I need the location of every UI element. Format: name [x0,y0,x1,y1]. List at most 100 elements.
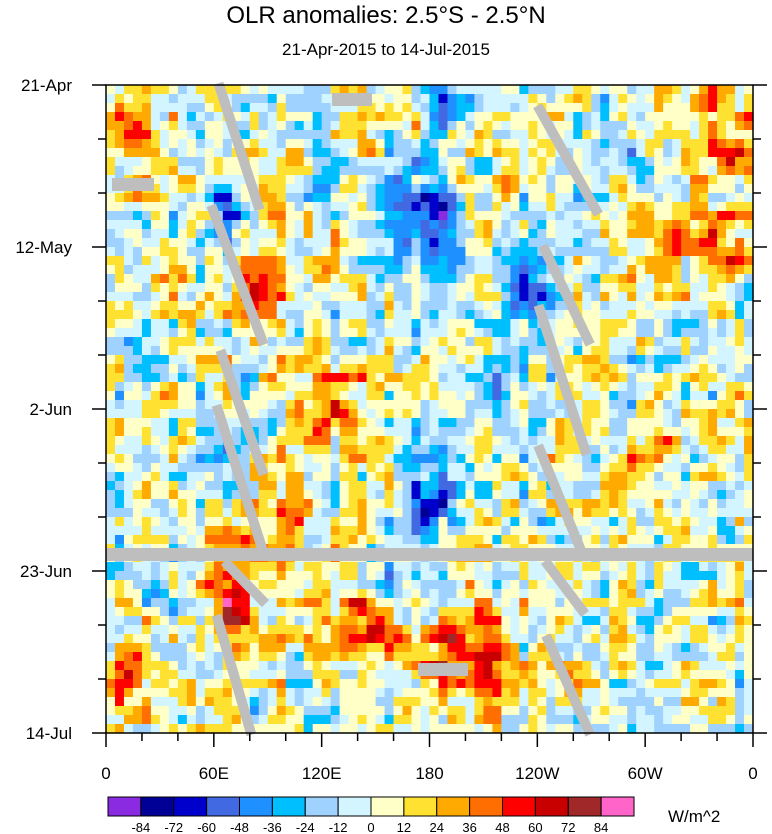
field-cell [303,454,314,464]
field-cell [267,256,278,266]
field-cell [537,499,547,509]
field-cell [402,508,413,518]
field-cell [267,526,278,536]
field-cell [222,517,233,527]
field-cell [411,175,422,185]
field-cell [357,292,368,302]
field-cell [744,571,754,581]
field-cell [204,517,215,527]
field-cell [258,490,269,500]
field-cell [672,355,682,365]
field-cell [429,598,440,608]
field-cell [168,571,179,581]
field-cell [330,463,341,473]
field-cell [672,499,682,509]
field-cell [321,562,332,572]
field-cell [177,706,188,716]
field-cell [240,652,251,662]
field-cell [348,364,359,374]
field-cell [195,580,206,590]
field-cell [249,373,260,383]
field-cell [231,283,242,293]
field-cell [348,607,359,617]
field-cell [600,616,610,626]
field-cell [384,679,395,689]
field-cell [582,130,592,140]
field-cell [321,688,332,698]
field-cell [465,346,476,356]
field-cell [600,211,610,221]
field-cell [204,679,215,689]
field-cell [204,436,215,446]
field-cell [276,445,287,455]
field-cell [699,409,709,419]
field-cell [654,157,664,167]
field-cell [681,121,691,131]
field-cell [393,562,404,572]
field-cell [123,562,134,572]
field-cell [609,409,619,419]
field-cell [141,337,152,347]
field-cell [672,292,682,302]
field-cell [492,598,502,608]
field-cell [501,661,511,671]
field-cell [330,526,341,536]
field-cell [627,157,637,167]
field-cell [168,292,179,302]
field-cell [456,328,467,338]
field-cell [618,211,628,221]
field-cell [267,328,278,338]
field-cell [591,445,601,455]
field-cell [123,229,134,239]
field-cell [744,391,754,401]
field-cell [708,382,718,392]
field-cell [483,184,494,194]
field-cell [195,193,206,203]
field-cell [294,211,305,221]
field-cell [474,202,485,212]
field-cell [555,94,565,104]
field-cell [213,481,224,491]
field-cell [438,364,449,374]
field-cell [429,265,440,275]
field-cell [402,319,413,329]
field-cell [303,634,314,644]
field-cell [510,607,520,617]
field-cell [465,337,476,347]
field-cell [141,103,152,113]
field-cell [177,184,188,194]
field-cell [591,274,601,284]
field-cell [600,283,610,293]
field-cell [438,202,449,212]
field-cell [222,310,233,320]
field-cell [186,535,197,545]
field-cell [114,706,125,716]
field-cell [519,625,529,635]
field-cell [267,670,278,680]
field-cell [492,202,502,212]
field-cell [465,580,476,590]
field-cell [636,292,646,302]
field-cell [447,382,458,392]
field-cell [735,148,745,158]
field-cell [708,139,718,149]
field-cell [474,346,485,356]
field-cell [312,265,323,275]
field-cell [591,607,601,617]
field-cell [501,319,511,329]
field-cell [456,517,467,527]
field-cell [339,490,350,500]
field-cell [699,103,709,113]
field-cell [195,220,206,230]
field-cell [528,247,538,257]
field-cell [519,436,529,446]
field-cell [492,274,502,284]
field-cell [636,490,646,500]
field-cell [618,625,628,635]
field-cell [510,130,520,140]
field-cell [249,391,260,401]
field-cell [420,679,431,689]
field-cell [582,256,592,266]
field-cell [645,274,655,284]
field-cell [600,292,610,302]
